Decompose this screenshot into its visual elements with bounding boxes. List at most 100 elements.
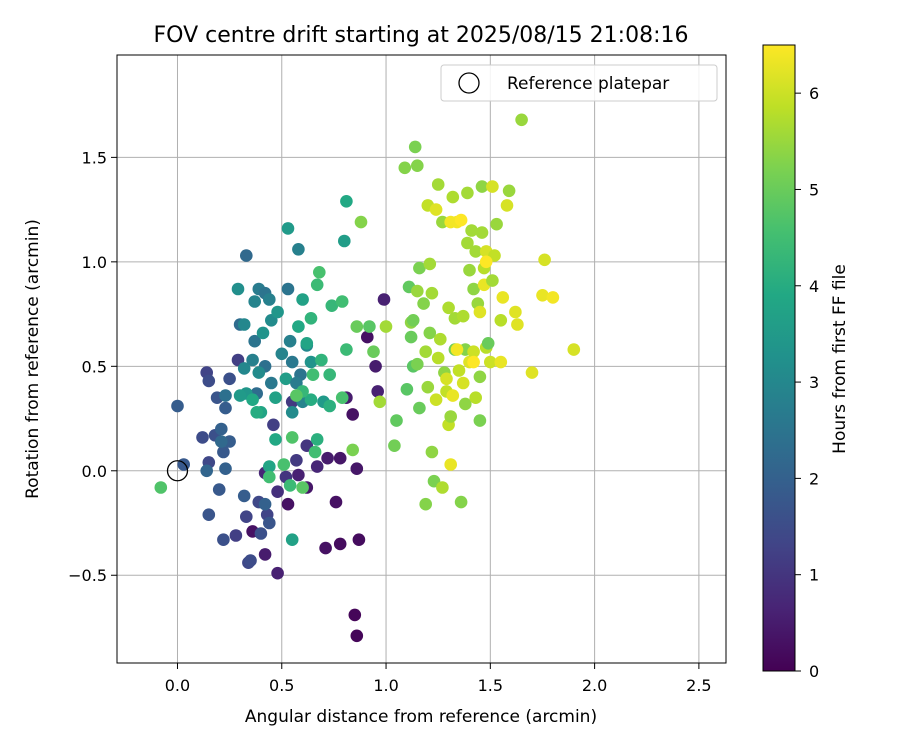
scatter-point xyxy=(459,397,472,411)
y-tick-label: 1.5 xyxy=(82,148,107,167)
scatter-point xyxy=(212,483,226,496)
scatter-point xyxy=(367,345,380,359)
scatter-point xyxy=(515,113,528,127)
scatter-point xyxy=(346,443,360,457)
scatter-point xyxy=(429,393,443,407)
x-tick-label: 2.0 xyxy=(582,676,607,695)
scatter-point xyxy=(219,401,232,415)
scatter-point xyxy=(411,159,424,172)
scatter-point xyxy=(231,282,245,296)
scatter-point xyxy=(494,355,508,369)
scatter-point xyxy=(325,299,339,313)
scatter-point xyxy=(406,314,420,327)
scatter-point xyxy=(292,243,305,256)
scatter-point xyxy=(456,376,470,390)
scatter-point xyxy=(310,278,324,292)
scatter-point xyxy=(310,433,324,446)
scatter-point xyxy=(473,370,487,384)
scatter-point xyxy=(202,374,216,388)
scatter-point xyxy=(429,203,443,216)
colorbar-label: Hours from first FF file xyxy=(830,264,850,454)
colorbar-tick-label: 2 xyxy=(809,469,819,488)
scatter-point xyxy=(486,180,499,193)
scatter-point xyxy=(352,533,366,546)
scatter-point xyxy=(215,435,228,448)
scatter-point xyxy=(275,347,289,361)
scatter-point xyxy=(440,372,453,386)
scatter-point xyxy=(467,282,480,296)
x-axis-label: Angular distance from reference (arcmin) xyxy=(245,707,597,727)
colorbar-tick-label: 4 xyxy=(809,277,819,296)
scatter-point xyxy=(425,445,439,459)
scatter-point xyxy=(348,608,362,622)
colorbar-tick-label: 5 xyxy=(809,180,819,199)
scatter-point xyxy=(484,355,497,369)
scatter-point xyxy=(271,485,284,499)
scatter-point xyxy=(219,462,232,476)
scatter-point xyxy=(237,318,251,331)
scatter-point xyxy=(511,318,524,331)
scatter-point xyxy=(340,343,353,356)
scatter-point xyxy=(486,274,499,287)
scatter-point xyxy=(434,332,447,346)
scatter-point xyxy=(310,460,324,473)
scatter-point xyxy=(292,320,305,333)
scatter-point xyxy=(413,401,426,415)
data-points xyxy=(154,113,581,643)
scatter-point xyxy=(461,186,474,200)
scatter-point xyxy=(388,439,401,453)
scatter-point xyxy=(217,533,230,546)
x-tick-label: 1.5 xyxy=(478,676,503,695)
scatter-point xyxy=(233,389,247,402)
scatter-point xyxy=(346,408,360,421)
x-tick-label: 2.5 xyxy=(686,676,711,695)
scatter-point xyxy=(436,481,449,494)
scatter-point xyxy=(363,320,376,333)
scatter-point xyxy=(279,372,293,386)
scatter-point xyxy=(538,253,551,267)
scatter-point xyxy=(237,489,251,503)
scatter-point xyxy=(285,431,299,444)
colorbar: 0 1 2 3 4 5 6 Hours from first FF file xyxy=(762,44,850,681)
scatter-point xyxy=(281,497,295,511)
scatter-point xyxy=(290,454,303,467)
scatter-point xyxy=(496,291,510,304)
scatter-point xyxy=(421,380,435,394)
scatter-point xyxy=(304,393,318,407)
scatter-point xyxy=(171,399,184,413)
scatter-point xyxy=(469,245,483,258)
scatter-point xyxy=(467,345,480,359)
scatter-point xyxy=(377,293,391,306)
scatter-point xyxy=(217,445,230,459)
scatter-point xyxy=(256,326,270,340)
colorbar-gradient xyxy=(762,44,796,672)
scatter-point xyxy=(335,295,349,308)
scatter-point xyxy=(244,554,257,567)
scatter-point xyxy=(329,495,343,509)
legend-marker-icon xyxy=(458,72,480,94)
scatter-point xyxy=(408,140,422,154)
scatter-point xyxy=(494,314,508,327)
scatter-point xyxy=(333,537,347,551)
scatter-point xyxy=(283,479,297,492)
scatter-point xyxy=(319,541,332,555)
scatter-point xyxy=(321,451,334,465)
chart-title: FOV centre drift starting at 2025/08/15 … xyxy=(154,23,689,48)
scatter-point xyxy=(223,372,236,386)
scatter-point xyxy=(304,312,318,325)
x-tick-label: 0.0 xyxy=(165,676,190,695)
scatter-point xyxy=(219,389,232,402)
scatter-point xyxy=(202,508,216,521)
scatter-point xyxy=(398,161,412,175)
legend-label: Reference platepar xyxy=(507,74,669,94)
scatter-point xyxy=(490,217,503,231)
scatter-point xyxy=(269,433,282,446)
scatter-point xyxy=(481,337,495,350)
scatter-point xyxy=(465,224,478,237)
y-tick-label: 0.0 xyxy=(82,462,107,481)
scatter-point xyxy=(308,445,322,459)
scatter-point xyxy=(296,293,309,306)
scatter-point xyxy=(258,548,272,561)
scatter-point xyxy=(442,301,455,315)
legend: Reference platepar xyxy=(440,64,718,102)
